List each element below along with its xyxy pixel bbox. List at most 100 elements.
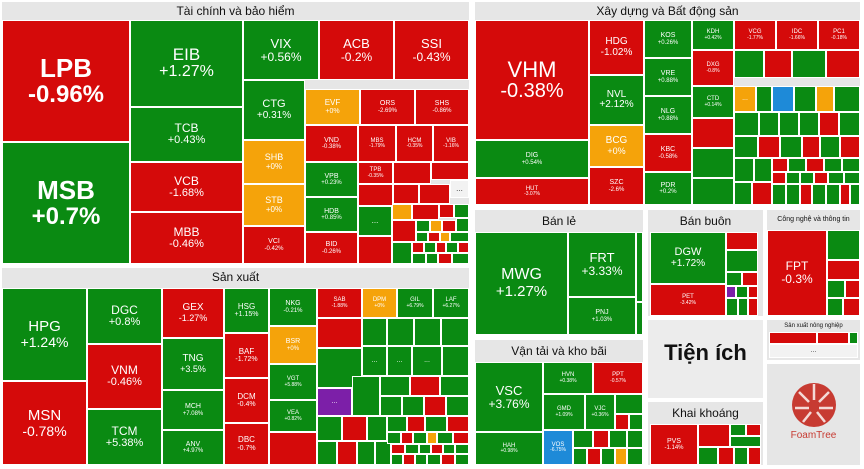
tile-small[interactable] <box>419 444 431 454</box>
tile-PC1[interactable]: PC1 -0.18% <box>818 20 860 50</box>
tile-LPB[interactable]: LPB -0.96% <box>2 20 130 142</box>
tile-small[interactable] <box>387 432 401 444</box>
tile-small[interactable] <box>391 454 403 465</box>
tile-small[interactable] <box>800 184 812 205</box>
tile-VCI[interactable]: VCI -0.42% <box>243 226 305 264</box>
tile-small[interactable] <box>455 444 469 454</box>
tile-small[interactable] <box>428 232 440 242</box>
tile-small[interactable]: ... <box>769 344 858 358</box>
tile-small[interactable] <box>843 298 860 316</box>
tile-small[interactable] <box>692 148 734 178</box>
tile-small[interactable] <box>792 50 826 78</box>
tile-HVN[interactable]: HVN +0.38% <box>543 362 593 394</box>
tile-small[interactable] <box>734 112 759 136</box>
tile-small[interactable] <box>416 220 430 232</box>
tile-small[interactable] <box>380 396 402 416</box>
tile-VOS[interactable]: VOS -6.75% <box>543 430 573 465</box>
tile-small[interactable] <box>427 432 437 444</box>
tile-VIX[interactable]: VIX +0.56% <box>243 20 319 80</box>
tile-small[interactable] <box>754 158 772 182</box>
tile-SHB[interactable]: SHB +0% <box>243 140 305 184</box>
tile-small[interactable] <box>828 172 844 184</box>
tile-small[interactable] <box>573 430 593 448</box>
tile-small[interactable] <box>387 318 414 346</box>
tile-PVS[interactable]: PVS -1.14% <box>650 424 698 465</box>
tile-small[interactable] <box>405 444 419 454</box>
tile-small[interactable] <box>413 432 427 444</box>
tile-small[interactable] <box>734 50 764 78</box>
tile-HUT[interactable]: HUT -3.07% <box>475 178 589 205</box>
tile-KBC[interactable]: KBC -0.58% <box>644 134 692 172</box>
tile-SZC[interactable]: SZC -2.6% <box>589 167 644 205</box>
tile-small[interactable] <box>269 432 317 465</box>
tile-small[interactable] <box>452 253 469 264</box>
tile-small[interactable] <box>430 220 442 232</box>
tile-small[interactable] <box>446 396 469 416</box>
tile-VNM[interactable]: VNM -0.46% <box>87 344 162 409</box>
tile-small[interactable] <box>425 416 447 432</box>
tile-small[interactable] <box>827 298 843 316</box>
tile-VPB[interactable]: VPB +0.23% <box>305 162 358 197</box>
tile-small[interactable] <box>692 178 734 205</box>
tile-small[interactable] <box>827 280 845 298</box>
tile-HDB[interactable]: HDB +0.85% <box>305 197 358 232</box>
tile-ORS[interactable]: ORS -2.69% <box>360 89 415 125</box>
tile-MSN[interactable]: MSN -0.78% <box>2 381 87 465</box>
tile-small[interactable] <box>627 430 643 448</box>
tile-small[interactable] <box>726 232 758 250</box>
tile-small[interactable] <box>412 253 426 264</box>
tile-small[interactable] <box>317 348 362 388</box>
tile-small[interactable] <box>615 414 629 430</box>
tile-LAF[interactable]: LAF +6.27% <box>433 288 469 318</box>
tile-small[interactable] <box>718 447 734 465</box>
tile-small[interactable] <box>827 230 860 260</box>
tile-ANV[interactable]: ANV +4.97% <box>162 430 224 465</box>
tile-small[interactable] <box>800 172 814 184</box>
tile-small[interactable] <box>392 242 412 264</box>
tile-small[interactable] <box>788 158 806 172</box>
tile-small[interactable] <box>615 448 627 465</box>
tile-small[interactable] <box>816 86 834 112</box>
tile-CTD[interactable]: CTD +0.14% <box>692 86 734 118</box>
tile-PDR[interactable]: PDR +0.2% <box>644 172 692 205</box>
tile-MBS[interactable]: MBS -1.79% <box>358 125 396 162</box>
tile-small[interactable] <box>380 376 410 396</box>
tile-MSB[interactable]: MSB +0.7% <box>2 142 130 264</box>
tile-small[interactable] <box>769 332 817 344</box>
tile-small[interactable] <box>819 112 839 136</box>
tile-PNJ[interactable]: PNJ +1.03% <box>568 297 636 335</box>
tile-MCH[interactable]: MCH +7.08% <box>162 390 224 430</box>
tile-small[interactable] <box>827 260 860 280</box>
tile-small[interactable] <box>447 416 469 432</box>
tile-VJC[interactable]: VJC +0.36% <box>585 394 615 430</box>
tile-small[interactable] <box>698 424 730 447</box>
tile-small[interactable] <box>439 204 454 218</box>
tile-CTG[interactable]: CTG +0.31% <box>243 80 305 140</box>
tile-small[interactable] <box>401 432 413 444</box>
tile-HPG[interactable]: HPG +1.24% <box>2 288 87 381</box>
tile-BAF[interactable]: BAF -1.72% <box>224 333 269 378</box>
tile-VHM[interactable]: VHM -0.38% <box>475 20 589 140</box>
tile-small[interactable]: ... <box>450 180 469 198</box>
tile-VGT[interactable]: VGT +5.88% <box>269 364 317 400</box>
tile-EIB[interactable]: EIB +1.27% <box>130 20 243 107</box>
tile-small[interactable] <box>358 236 392 264</box>
tile-DCM[interactable]: DCM -0.4% <box>224 378 269 423</box>
tile-small[interactable] <box>357 441 375 465</box>
tile-TCM[interactable]: TCM +5.38% <box>87 409 162 465</box>
tile-small[interactable] <box>824 158 842 172</box>
tile-small[interactable] <box>455 454 469 465</box>
tile-small[interactable] <box>844 172 860 184</box>
tile-small[interactable] <box>442 220 456 232</box>
tile-KDH[interactable]: KDH +0.42% <box>692 20 734 50</box>
tile-small[interactable] <box>431 444 443 454</box>
tile-small[interactable] <box>772 184 786 205</box>
tile-IDC[interactable]: IDC -1.66% <box>776 20 818 50</box>
tile-small[interactable] <box>748 447 761 465</box>
tile-small[interactable] <box>748 286 758 298</box>
tile-small[interactable] <box>393 184 419 204</box>
tile-BCG[interactable]: BCG +0% <box>589 125 644 167</box>
tile-small[interactable] <box>393 162 431 184</box>
tile-small[interactable] <box>820 136 840 158</box>
tile-DGW[interactable]: DGW +1.72% <box>650 232 726 284</box>
